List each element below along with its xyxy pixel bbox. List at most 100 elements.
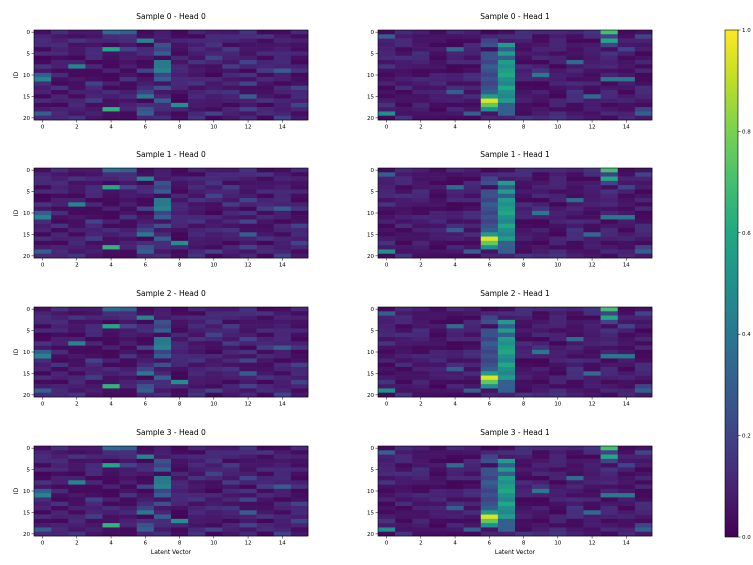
heatmap-cell [532,223,550,229]
heatmap-cell [617,354,636,359]
heatmap-cell [395,375,413,381]
heatmap-cell [34,81,52,87]
heatmap-cell [68,514,86,520]
heatmap-cell [583,467,601,473]
heatmap-cell [119,215,138,220]
heatmap-cell [85,463,103,468]
heatmap-cell [51,497,69,503]
heatmap-cell [497,349,516,355]
heatmap-cell [412,354,430,359]
heatmap-cell [583,488,601,494]
heatmap-cell [395,98,413,104]
heatmap-cell [600,471,619,477]
heatmap-cell [549,467,567,473]
heatmap-cell [549,375,567,381]
heatmap-cell [290,454,309,460]
heatmap-cell [515,115,533,121]
heatmap-cell [256,450,275,455]
heatmap-cell [549,506,567,511]
heatmap-cell [85,219,103,225]
heatmap-cell [136,349,155,355]
heatmap-cell [136,51,155,57]
heatmap-cell [68,55,86,61]
heatmap-cell [119,98,138,104]
heatmap-cell [119,467,138,473]
heatmap-cell [290,458,309,464]
heatmap-cell [446,223,464,229]
y-axis-label: ID [13,71,20,78]
heatmap-cell [497,253,516,259]
heatmap-cell [119,324,138,329]
heatmap-cell [463,476,482,481]
heatmap-cell [222,64,240,69]
heatmap-cell [429,206,447,212]
heatmap-cell [273,332,292,338]
heatmap-cell [412,527,430,533]
heatmap-cell [395,60,413,65]
heatmap-cell [136,115,155,121]
heatmap-cell [463,219,482,225]
heatmap-cell [273,384,292,389]
heatmap-cell [51,180,69,186]
heatmap-cell [566,30,584,35]
heatmap-cell [153,467,172,473]
heatmap-cell [566,349,584,355]
heatmap-cell [239,315,257,321]
heatmap-cell [429,240,447,246]
heatmap-cell [617,319,636,325]
heatmap-cell [34,232,52,237]
heatmap-cell [119,176,138,182]
heatmap-cell [617,34,636,39]
heatmap-cell [566,210,584,216]
heatmap-cell [188,189,206,195]
heatmap-cell [515,319,533,325]
heatmap-cell [85,458,103,464]
heatmap-cell [136,34,155,39]
heatmap-cell [446,249,464,255]
heatmap-cell [136,484,155,490]
heatmap-cell [290,55,309,61]
heatmap-cell [497,47,516,52]
heatmap-cell [429,189,447,195]
heatmap-cell [446,111,464,117]
heatmap-cell [188,232,206,237]
heatmap-cell [617,337,636,342]
heatmap-cell [583,245,601,250]
heatmap-cell [497,38,516,44]
heatmap-cell [34,450,52,455]
heatmap-cell [68,531,86,537]
heatmap-cell [102,458,120,464]
heatmap-cell [395,379,413,385]
heatmap-cell [239,354,257,359]
heatmap-cell [188,206,206,212]
heatmap-cell [446,34,464,39]
heatmap-cell [497,488,516,494]
heatmap-cell [583,349,601,355]
heatmap-cell [634,328,653,334]
heatmap-cell [497,484,516,490]
heatmap-cell [119,107,138,112]
x-tick-label: 12 [245,541,252,547]
heatmap-cell [51,111,69,117]
heatmap-cell [222,324,240,329]
heatmap-cell [34,202,52,207]
heatmap-cell [566,38,584,44]
heatmap-cell [378,463,396,468]
heatmap-cell [378,232,396,237]
heatmap-cell [497,531,516,537]
heatmap-cell [153,501,172,507]
heatmap-cell [34,510,52,515]
heatmap-cell [205,471,223,477]
heatmap-cell [378,180,396,186]
heatmap-cell [378,30,396,35]
heatmap-cell [136,514,155,520]
heatmap-cell [600,384,619,389]
heatmap-cell [566,458,584,464]
heatmap-cell [532,210,550,216]
heatmap-cell [480,337,499,342]
heatmap-cell [480,180,499,186]
heatmap-cell [136,253,155,259]
heatmap-cell [412,506,430,511]
heatmap-cell [515,34,533,39]
heatmap-cell [205,311,223,316]
